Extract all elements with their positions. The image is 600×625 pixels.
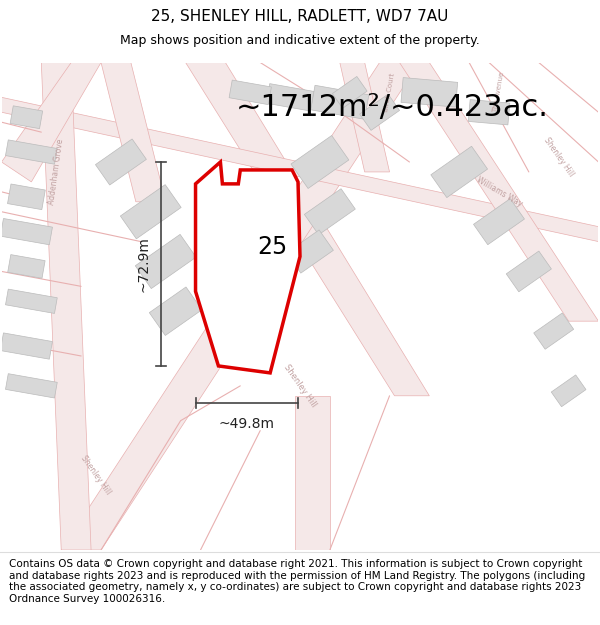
Polygon shape [359,94,400,131]
Polygon shape [5,289,57,313]
Polygon shape [291,136,349,189]
Polygon shape [149,287,202,336]
Text: Shenley Hill: Shenley Hill [79,454,113,496]
Polygon shape [101,62,166,202]
Polygon shape [229,80,271,104]
Text: Map shows position and indicative extent of the property.: Map shows position and indicative extent… [120,34,480,47]
Text: Shenley Hill: Shenley Hill [542,136,575,178]
Polygon shape [332,76,367,108]
Polygon shape [8,184,45,209]
Polygon shape [304,189,355,235]
Polygon shape [534,313,574,349]
Polygon shape [8,254,45,278]
Polygon shape [431,146,488,198]
Polygon shape [5,140,57,164]
Text: 25: 25 [257,234,287,259]
Polygon shape [311,85,369,119]
Text: Birch Court: Birch Court [383,72,396,112]
Polygon shape [196,162,300,373]
Text: ~72.9m: ~72.9m [137,236,151,292]
Polygon shape [401,78,458,107]
Polygon shape [95,139,146,185]
Polygon shape [1,333,52,359]
Polygon shape [473,199,524,245]
Text: 25, SHENLEY HILL, RADLETT, WD7 7AU: 25, SHENLEY HILL, RADLETT, WD7 7AU [151,9,449,24]
Text: Williams Way: Williams Way [475,175,523,209]
Polygon shape [551,375,586,407]
Text: ~49.8m: ~49.8m [219,417,275,431]
Polygon shape [295,396,330,550]
Polygon shape [185,62,430,396]
Polygon shape [1,219,52,245]
Polygon shape [10,106,43,129]
Polygon shape [266,84,314,111]
Text: ~1712m²/~0.423ac.: ~1712m²/~0.423ac. [235,92,548,122]
Text: Shenley Hill: Shenley Hill [282,362,318,409]
Text: The Avenue: The Avenue [493,71,506,113]
Polygon shape [400,62,598,321]
Polygon shape [287,230,334,273]
Polygon shape [121,184,181,239]
Polygon shape [2,62,101,182]
Polygon shape [506,251,551,292]
Polygon shape [61,62,419,550]
Polygon shape [2,98,598,242]
Text: Addenham Grove: Addenham Grove [47,138,65,206]
Polygon shape [135,234,196,289]
Polygon shape [41,62,91,550]
Text: Contains OS data © Crown copyright and database right 2021. This information is : Contains OS data © Crown copyright and d… [9,559,585,604]
Polygon shape [5,374,57,398]
Polygon shape [340,62,389,172]
Polygon shape [468,99,510,125]
